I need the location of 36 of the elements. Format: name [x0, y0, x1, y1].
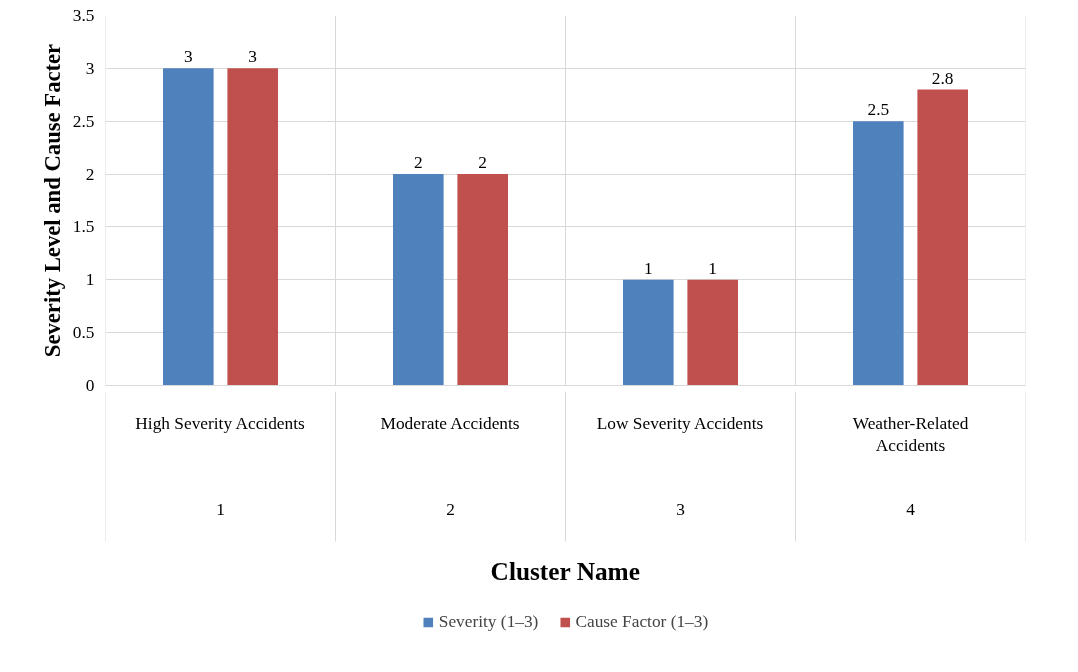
bar — [227, 68, 278, 386]
y-tick-label: 1.5 — [72, 217, 95, 237]
x-tick-label: High Severity Accidents — [135, 413, 305, 433]
data-label: 1 — [708, 258, 718, 278]
text: 2 — [446, 499, 455, 519]
x-axis-title: Cluster Name — [490, 556, 640, 585]
bar — [687, 279, 738, 386]
data-label: 2.5 — [867, 100, 890, 120]
legend-label: Severity (1–3) — [438, 612, 539, 632]
bar — [623, 279, 674, 386]
x-tick-label: Low Severity Accidents — [596, 413, 764, 433]
y-tick-label: 0 — [85, 376, 95, 395]
y-tick-label: 2.5 — [72, 111, 95, 131]
y-tick-label: 0.5 — [72, 323, 95, 343]
x-tick-label: Weather-Related Accidents — [852, 413, 969, 456]
data-label: 2 — [413, 153, 423, 173]
bar — [393, 174, 444, 386]
text: 4 — [906, 499, 916, 519]
bar — [457, 174, 508, 386]
bar — [917, 89, 968, 386]
data-label: 2.8 — [931, 68, 954, 88]
bar — [853, 121, 904, 386]
data-label: 2 — [478, 153, 488, 173]
data-label: 3 — [248, 47, 258, 67]
data-label: 1 — [643, 258, 653, 278]
text: 3 — [676, 499, 685, 519]
text: 1 — [216, 499, 225, 519]
y-tick-label: 3 — [85, 58, 95, 78]
y-tick-label: 1 — [85, 270, 95, 290]
x-tick-label: Moderate Accidents — [380, 413, 520, 433]
bar — [163, 68, 214, 386]
y-axis-title: Severity Level and Cause Facter — [39, 43, 65, 358]
legend-label: Cause Factor (1–3) — [575, 612, 709, 632]
y-tick-label: 3.5 — [72, 6, 95, 25]
y-tick-label: 2 — [85, 164, 95, 184]
data-label: 3 — [183, 47, 193, 67]
